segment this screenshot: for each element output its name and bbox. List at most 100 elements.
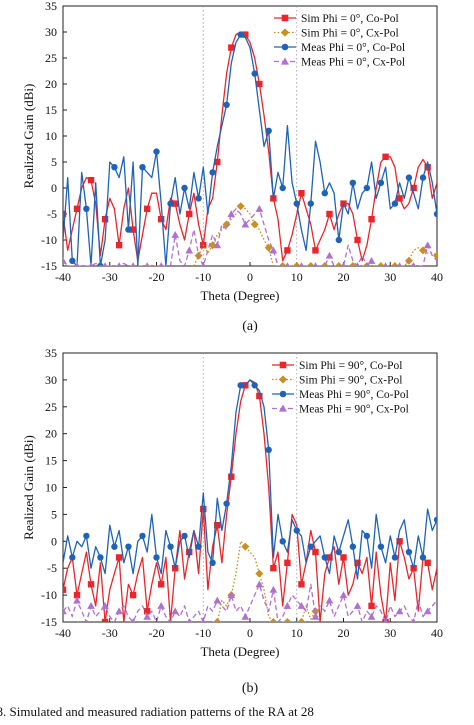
legend-marker xyxy=(278,375,288,384)
data-point xyxy=(306,262,315,266)
data-point xyxy=(97,262,104,266)
data-point xyxy=(125,543,132,550)
data-point xyxy=(419,554,427,561)
data-point xyxy=(157,581,165,588)
y-tick-label: 0 xyxy=(51,181,57,195)
data-point xyxy=(101,602,109,609)
data-point xyxy=(367,612,376,620)
data-point xyxy=(115,242,123,249)
data-point xyxy=(237,382,244,389)
data-point xyxy=(69,257,76,264)
data-point xyxy=(102,262,108,266)
legend-label: Sim Phi = 90°, Co-Pol xyxy=(299,360,402,372)
x-tick-label: 10 xyxy=(291,270,303,284)
x-tick-label: 20 xyxy=(338,626,350,640)
data-point xyxy=(159,262,164,266)
data-point xyxy=(255,204,264,212)
data-point xyxy=(73,596,81,604)
data-point xyxy=(419,174,427,181)
data-point xyxy=(153,554,160,561)
data-point xyxy=(391,200,399,207)
data-point xyxy=(186,548,193,556)
data-point xyxy=(129,226,137,233)
data-point xyxy=(73,591,81,599)
data-point xyxy=(410,184,417,192)
data-point xyxy=(367,256,376,264)
panel-a: -40 -30 -20 -10 0 10 20 30 40 -15 -10 -5 0 5 10 15 20 25 3… xyxy=(21,0,443,303)
y-tick-label: -15 xyxy=(41,259,57,273)
y-tick-label: 15 xyxy=(45,103,57,117)
data-point xyxy=(362,262,371,266)
series-line xyxy=(63,31,437,262)
data-point xyxy=(187,618,192,622)
y-tick-label: 20 xyxy=(45,77,57,91)
data-point xyxy=(311,612,320,620)
data-point xyxy=(390,262,399,266)
data-point xyxy=(353,602,362,609)
y-tick-label: 10 xyxy=(45,481,57,495)
caption-fragment: 18. Simulated and measured radiation pat… xyxy=(0,704,314,719)
data-point xyxy=(278,262,287,266)
data-point xyxy=(312,247,319,254)
data-point xyxy=(167,200,174,207)
data-point xyxy=(63,256,67,264)
data-point xyxy=(172,200,179,207)
data-point xyxy=(382,153,389,160)
data-point xyxy=(228,473,235,480)
y-tick-label: 20 xyxy=(45,427,57,441)
x-tick-label: -30 xyxy=(102,626,118,640)
y-tick-label: -15 xyxy=(41,615,57,629)
y-tick-label: -10 xyxy=(41,588,57,602)
legend-label: Sim Phi = 0°, Cx-Pol xyxy=(301,28,399,40)
data-point xyxy=(265,127,272,134)
x-tick-label: 30 xyxy=(384,270,396,284)
data-point xyxy=(171,230,180,238)
data-point xyxy=(157,602,166,609)
data-point xyxy=(293,527,300,534)
y-tick-label: -5 xyxy=(47,207,57,221)
data-point xyxy=(227,591,236,599)
data-point xyxy=(335,236,343,244)
data-point xyxy=(433,251,437,260)
data-point xyxy=(87,581,95,588)
data-point xyxy=(101,618,109,622)
data-point xyxy=(383,262,388,266)
data-point xyxy=(298,581,305,588)
data-point xyxy=(269,618,278,622)
y-tick-label: 15 xyxy=(45,454,57,468)
data-point xyxy=(354,236,361,244)
data-point xyxy=(377,179,385,186)
data-point xyxy=(223,500,230,507)
y-tick-label: -5 xyxy=(47,561,57,575)
panel-b-label: (b) xyxy=(242,681,259,696)
data-point xyxy=(223,101,230,109)
legend-marker xyxy=(281,43,289,51)
y-tick-label: -10 xyxy=(41,233,57,247)
x-tick-label: -40 xyxy=(55,626,71,640)
x-tick-label: 0 xyxy=(247,626,253,640)
data-point xyxy=(298,190,305,197)
data-point xyxy=(111,543,118,550)
data-point xyxy=(139,164,146,171)
panel-b: -40 -30 -20 -10 0 10 20 30 40 -15 -10 -5 0 5 10 15 20 25 3… xyxy=(21,346,443,659)
data-point xyxy=(115,607,123,615)
data-point xyxy=(265,446,272,454)
data-point xyxy=(349,543,357,550)
data-point xyxy=(251,70,258,77)
data-point xyxy=(299,262,304,266)
data-point xyxy=(185,246,194,254)
data-point xyxy=(195,543,202,550)
data-point xyxy=(433,210,437,218)
legend-label: Sim Phi = 90°, Cx-Pol xyxy=(299,375,402,387)
series-layer xyxy=(63,31,437,266)
data-point xyxy=(250,220,259,229)
legend-label: Meas Phi = 90°, Cx-Pol xyxy=(299,404,409,416)
x-tick-label: 40 xyxy=(431,270,443,284)
data-point xyxy=(313,262,318,266)
data-point xyxy=(396,538,403,545)
data-point xyxy=(181,184,188,192)
data-point xyxy=(405,548,413,556)
x-tick-label: -20 xyxy=(149,626,165,640)
data-point xyxy=(321,190,328,197)
